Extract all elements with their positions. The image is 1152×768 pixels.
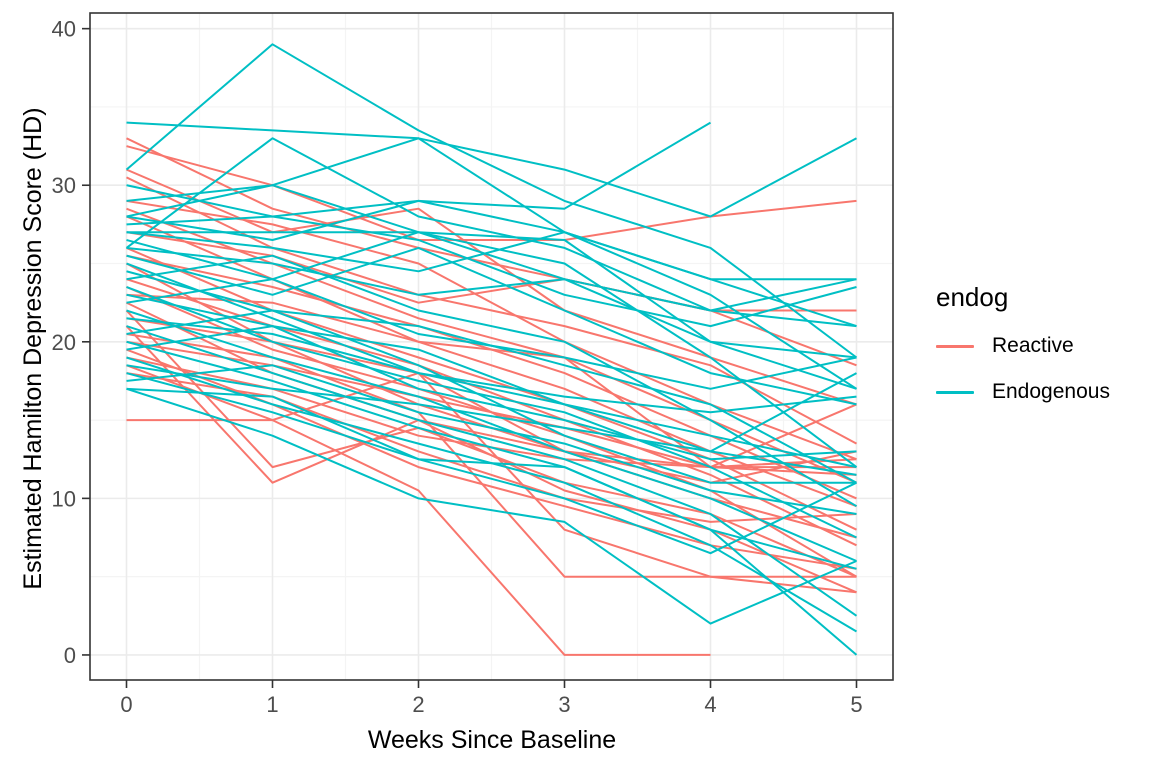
series-line-reactive xyxy=(126,317,857,578)
x-axis-title: Weeks Since Baseline xyxy=(367,726,617,754)
series-line-endogenous xyxy=(126,254,858,508)
y-tick-label: 0 xyxy=(64,643,76,668)
x-tick-label: 5 xyxy=(850,692,862,717)
y-tick-label: 30 xyxy=(52,173,76,198)
series-line-endogenous xyxy=(126,364,857,515)
legend-entry-reactive: Reactive xyxy=(936,334,1110,357)
x-tick-label: 2 xyxy=(412,692,424,717)
endogenous-key-line-icon xyxy=(936,390,974,394)
series-line-endogenous xyxy=(126,215,857,328)
series-line-endogenous xyxy=(126,364,857,453)
series-line-reactive xyxy=(126,293,857,469)
series-line-reactive xyxy=(126,145,857,241)
series-line-endogenous xyxy=(126,387,858,656)
series-line-reactive xyxy=(126,199,857,461)
series-line-reactive xyxy=(125,325,857,539)
reactive-key-line-icon xyxy=(936,344,974,348)
panel-border xyxy=(89,12,894,681)
series-line-reactive xyxy=(126,215,857,508)
series-line-endogenous xyxy=(126,372,857,555)
series-line-endogenous xyxy=(126,184,857,281)
series-line-endogenous xyxy=(126,325,857,461)
series-line-endogenous xyxy=(126,309,857,562)
series-line-endogenous xyxy=(126,325,858,617)
y-axis-title: Estimated Hamilton Depression Score (HD) xyxy=(19,107,47,590)
series-line-endogenous xyxy=(126,278,857,390)
series-line-endogenous xyxy=(126,317,857,414)
y-tick-label: 10 xyxy=(52,486,76,511)
legend: endog Reactive Endogenous xyxy=(936,282,1110,427)
x-tick-label: 0 xyxy=(120,692,132,717)
series-line-reactive xyxy=(126,207,857,484)
legend-entry-endogenous: Endogenous xyxy=(936,380,1110,403)
series-line-endogenous xyxy=(126,121,857,218)
series-line-endogenous xyxy=(126,137,857,328)
series-line-endogenous xyxy=(126,293,857,469)
series-line-endogenous xyxy=(126,262,857,476)
series-line-endogenous xyxy=(126,184,857,390)
series-line-reactive xyxy=(126,333,857,594)
series-line-reactive xyxy=(126,278,857,547)
x-tick-label: 3 xyxy=(558,692,570,717)
series-line-endogenous xyxy=(126,231,858,390)
series-line-endogenous xyxy=(126,286,857,539)
series-line-reactive xyxy=(125,309,857,578)
x-tick-label: 4 xyxy=(704,692,716,717)
y-tick-label: 40 xyxy=(52,17,76,42)
series-line-endogenous xyxy=(126,246,857,406)
series-line-endogenous xyxy=(125,43,858,359)
series-line-reactive xyxy=(126,372,857,523)
series-line-reactive xyxy=(126,372,857,484)
series-line-reactive xyxy=(126,364,711,656)
series-line-endogenous xyxy=(126,309,857,484)
y-tick-label: 20 xyxy=(52,330,76,355)
series-line-endogenous xyxy=(126,387,857,625)
series-line-endogenous xyxy=(126,231,858,468)
series-line-reactive xyxy=(126,246,857,531)
series-line-endogenous xyxy=(125,137,857,328)
x-tick-label: 1 xyxy=(266,692,278,717)
legend-title: endog xyxy=(936,282,1009,312)
legend-label-reactive: Reactive xyxy=(992,334,1074,357)
series-line-reactive xyxy=(126,168,857,406)
legend-label-endogenous: Endogenous xyxy=(992,380,1110,403)
series-line-endogenous xyxy=(126,246,857,312)
series-line-endogenous xyxy=(126,231,857,359)
series-line-endogenous xyxy=(126,340,857,570)
